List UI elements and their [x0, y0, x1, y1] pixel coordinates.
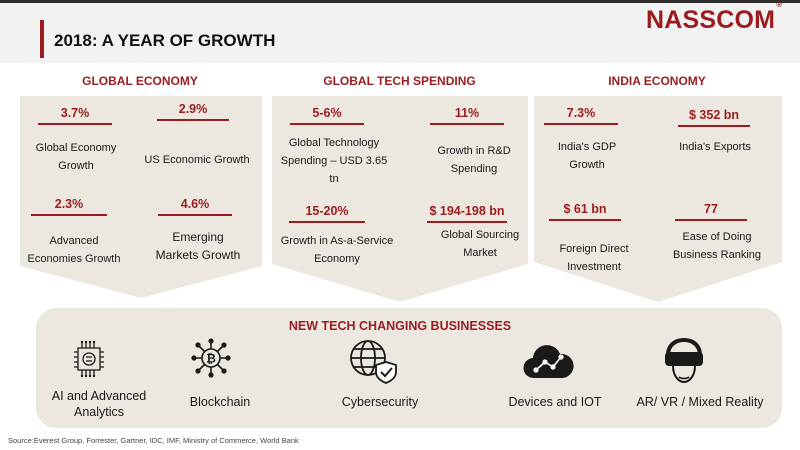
stat-underline — [38, 123, 112, 125]
stat-rd-growth: 11% — [422, 106, 512, 125]
stat-india-exports: $ 352 bn — [670, 108, 758, 127]
global-economy-title: GLOBAL ECONOMY — [82, 74, 198, 88]
india-economy-title: INDIA ECONOMY — [608, 74, 706, 88]
global-economy-panel — [20, 96, 262, 298]
stat-underline — [158, 214, 232, 216]
cloud-network-icon — [522, 340, 574, 385]
stat-underline — [289, 221, 365, 223]
stat-value: 11% — [454, 106, 480, 120]
stat-label: Global Economy Growth — [35, 142, 117, 172]
stat-value: 77 — [704, 202, 718, 216]
global-economy-panel-shape — [20, 96, 262, 298]
stat-value: $ 352 bn — [688, 108, 740, 122]
tech-label-cybersecurity: Cybersecurity — [341, 395, 419, 409]
india-economy-panel — [534, 96, 782, 302]
stat-underline — [157, 119, 229, 121]
stat-ease-of-business: 77 — [666, 202, 756, 221]
stat-emerging-markets: 4.6% — [150, 197, 240, 216]
global-tech-panel-shape — [272, 96, 528, 302]
stat-as-a-service: 15-20% — [282, 204, 372, 223]
stat-value: 2.9% — [178, 102, 208, 116]
stat-value: 15-20% — [305, 204, 349, 218]
global-tech-title: GLOBAL TECH SPENDING — [323, 74, 476, 88]
stat-underline — [430, 123, 504, 125]
stat-label: US Economic Growth — [144, 154, 250, 166]
stat-label: Growth in As-a-Service Economy — [280, 235, 394, 265]
nasscom-logo: NASSCOM® — [646, 0, 782, 35]
stat-value: $ 61 bn — [563, 202, 607, 216]
stat-us-growth: 2.9% — [148, 102, 238, 121]
stat-label: Global Sourcing Market — [440, 229, 520, 259]
stat-value: 7.3% — [566, 106, 596, 120]
stat-value: 5-6% — [312, 106, 342, 120]
india-economy-panel-shape — [534, 96, 782, 302]
svg-text:₿: ₿ — [206, 352, 216, 366]
stat-underline — [31, 214, 107, 216]
stat-value: 4.6% — [180, 197, 210, 211]
header-band — [0, 3, 800, 63]
stat-global-tech-spending: 5-6% — [282, 106, 372, 125]
stat-global-growth: 3.7% — [30, 106, 120, 125]
stat-value: $ 194-198 bn — [429, 204, 505, 218]
page-title: 2018: A YEAR OF GROWTH — [54, 31, 276, 50]
tech-label-iot: Devices and IOT — [508, 395, 602, 409]
stat-fdi: $ 61 bn — [540, 202, 630, 221]
logo-text: NASSCOM — [646, 6, 776, 34]
stat-india-gdp: 7.3% — [536, 106, 626, 125]
tech-label-blockchain: Blockchain — [189, 395, 251, 409]
globe-shield-icon — [346, 336, 400, 389]
ai-chip-icon — [72, 336, 106, 385]
stat-underline — [675, 219, 747, 221]
stat-value: 2.3% — [54, 197, 84, 211]
stat-underline — [549, 219, 621, 221]
title-accent-bar — [40, 20, 44, 58]
stat-label: India's Exports — [679, 141, 751, 153]
stat-label: Advanced Economies Growth — [27, 235, 121, 265]
stat-advanced-economies: 2.3% — [24, 197, 114, 216]
blockchain-icon: ₿ — [189, 336, 233, 385]
source-note: Source:Everest Group, Forrester, Gartner… — [8, 436, 299, 445]
stat-global-sourcing: $ 194-198 bn — [418, 204, 516, 223]
stat-underline — [678, 125, 750, 127]
vr-headset-icon — [662, 336, 706, 391]
registered-mark: ® — [776, 0, 783, 9]
tech-label-ai: AI and Advanced Analytics — [51, 389, 147, 419]
tech-label-arvr: AR/ VR / Mixed Reality — [636, 395, 764, 409]
stat-underline — [427, 221, 507, 223]
stat-label: India's GDP Growth — [557, 141, 617, 171]
stat-label: Global Technology Spending – USD 3.65 tn — [280, 137, 388, 185]
stat-label: Emerging Markets Growth — [155, 230, 241, 262]
stat-label: Growth in R&D Spending — [437, 145, 511, 175]
stat-underline — [290, 123, 364, 125]
new-tech-panel — [36, 308, 782, 428]
top-rule — [0, 0, 800, 3]
stat-underline — [544, 123, 618, 125]
stat-label: Foreign Direct Investment — [559, 243, 629, 273]
stat-value: 3.7% — [60, 106, 90, 120]
global-tech-panel — [272, 96, 528, 302]
stat-label: Ease of Doing Business Ranking — [672, 231, 762, 261]
new-tech-title: NEW TECH CHANGING BUSINESSES — [288, 319, 512, 333]
